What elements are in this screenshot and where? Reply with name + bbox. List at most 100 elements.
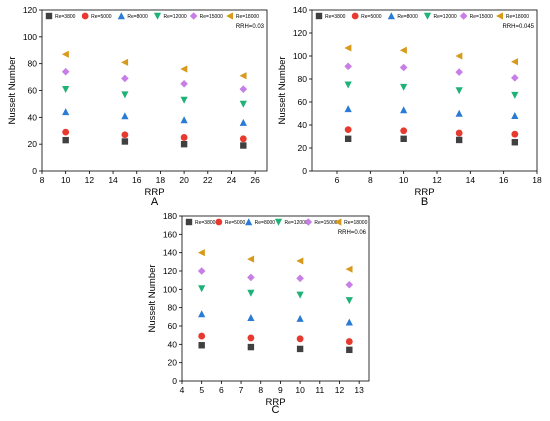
rrh-annotation: RRH=0.06 xyxy=(338,230,367,236)
legend-label: Re=8000 xyxy=(255,220,276,226)
data-point xyxy=(400,135,407,142)
legend-marker xyxy=(189,12,198,20)
y-tick-label: 100 xyxy=(23,32,37,42)
y-tick-label: 120 xyxy=(293,28,307,38)
data-point xyxy=(239,118,247,126)
legend-marker xyxy=(315,12,323,20)
y-tick-label: 20 xyxy=(298,143,308,153)
data-point xyxy=(296,274,304,283)
y-axis-title: Nusselt Number xyxy=(277,56,288,124)
legend-item: Re=15000 xyxy=(189,12,223,20)
series-re-18000 xyxy=(197,249,353,273)
series-re-18000 xyxy=(344,44,519,66)
y-tick-label: 40 xyxy=(28,112,38,122)
data-point xyxy=(296,257,304,265)
y-tick-label: 80 xyxy=(168,303,178,313)
legend-label: Re=18000 xyxy=(236,14,259,20)
data-point xyxy=(61,50,69,58)
plot-frame xyxy=(41,9,268,172)
legend-marker xyxy=(81,12,89,20)
data-point xyxy=(62,128,70,136)
data-point xyxy=(121,138,129,145)
y-tick-label: 180 xyxy=(163,211,177,221)
data-point xyxy=(400,106,408,114)
series-re-3800 xyxy=(62,136,247,149)
series-re-5000 xyxy=(198,332,353,345)
data-point xyxy=(296,335,304,343)
data-point xyxy=(344,44,352,52)
legend-label: Re=3800 xyxy=(325,14,346,20)
data-point xyxy=(198,342,205,349)
series-re-8000 xyxy=(62,108,247,126)
data-point xyxy=(400,83,408,91)
legend-marker xyxy=(226,12,234,20)
y-tick-label: 60 xyxy=(298,97,308,107)
data-point xyxy=(121,131,129,139)
legend-label: Re=15000 xyxy=(200,14,223,20)
x-tick-label: 14 xyxy=(466,175,476,185)
data-point xyxy=(511,112,519,119)
legend-label: Re=15000 xyxy=(470,14,493,20)
x-tick-label: 7 xyxy=(239,385,244,395)
panel-letter: C xyxy=(272,404,280,416)
data-point xyxy=(239,72,247,80)
data-point xyxy=(511,58,519,66)
data-point xyxy=(198,310,206,318)
y-tick-label: 40 xyxy=(298,120,308,130)
data-point xyxy=(344,81,352,89)
data-point xyxy=(511,91,519,99)
data-point xyxy=(247,334,255,342)
legend-item: Re=3800 xyxy=(185,218,216,226)
data-point xyxy=(121,112,129,120)
legend-item: Re=15000 xyxy=(304,218,338,226)
legend-label: Re=18000 xyxy=(344,220,367,226)
series-re-8000 xyxy=(198,310,353,326)
legend-marker xyxy=(185,218,193,226)
x-axis-title: RRP xyxy=(414,187,434,198)
data-point xyxy=(247,289,255,297)
data-point xyxy=(239,100,247,108)
y-tick-label: 80 xyxy=(28,59,38,69)
data-point xyxy=(399,46,407,54)
legend-marker xyxy=(334,218,342,226)
legend-item: Re=8000 xyxy=(387,12,418,20)
legend-item: Re=12000 xyxy=(274,218,308,226)
data-point xyxy=(239,85,248,93)
chart-panel-c: 4 5 6 7 8 9 10 11 12 13 0 20 40 60 80 100 120 140 160 180 RR… xyxy=(147,211,370,416)
data-point xyxy=(198,332,206,340)
data-point xyxy=(345,318,353,326)
legend-marker xyxy=(45,12,53,20)
data-point xyxy=(345,280,354,289)
legend-label: Re=8000 xyxy=(127,14,148,20)
data-point xyxy=(296,345,304,353)
data-point xyxy=(296,291,304,299)
data-point xyxy=(121,91,129,99)
series-re-5000 xyxy=(62,128,247,143)
data-point xyxy=(455,87,463,95)
legend-item: Re=8000 xyxy=(245,218,275,226)
y-tick-label: 60 xyxy=(168,321,178,331)
legend-label: Re=8000 xyxy=(397,14,418,20)
series-re-15000 xyxy=(61,67,248,93)
panel-letter: B xyxy=(421,196,428,208)
x-tick-label: 12 xyxy=(85,175,95,185)
x-tick-label: 24 xyxy=(227,175,237,185)
data-point xyxy=(345,297,353,305)
data-point xyxy=(180,96,188,104)
y-tick-label: 80 xyxy=(298,74,308,84)
legend-marker xyxy=(215,218,223,226)
y-axis-title: Nusselt Number xyxy=(7,56,18,124)
x-tick-label: 12 xyxy=(432,175,442,185)
data-point xyxy=(247,255,255,263)
legend-marker xyxy=(245,218,253,226)
x-tick-label: 8 xyxy=(368,175,373,185)
series-re-12000 xyxy=(344,81,519,99)
data-point xyxy=(239,135,247,143)
x-tick-label: 5 xyxy=(199,385,204,395)
y-tick-label: 120 xyxy=(23,5,37,15)
chart-panel-b: 6 8 10 12 14 16 18 0 20 40 60 80 100 120 140 RRP Nusselt… xyxy=(277,5,542,208)
data-point xyxy=(346,346,353,354)
data-point xyxy=(180,116,188,124)
x-tick-label: 6 xyxy=(219,385,224,395)
data-point xyxy=(62,136,69,144)
